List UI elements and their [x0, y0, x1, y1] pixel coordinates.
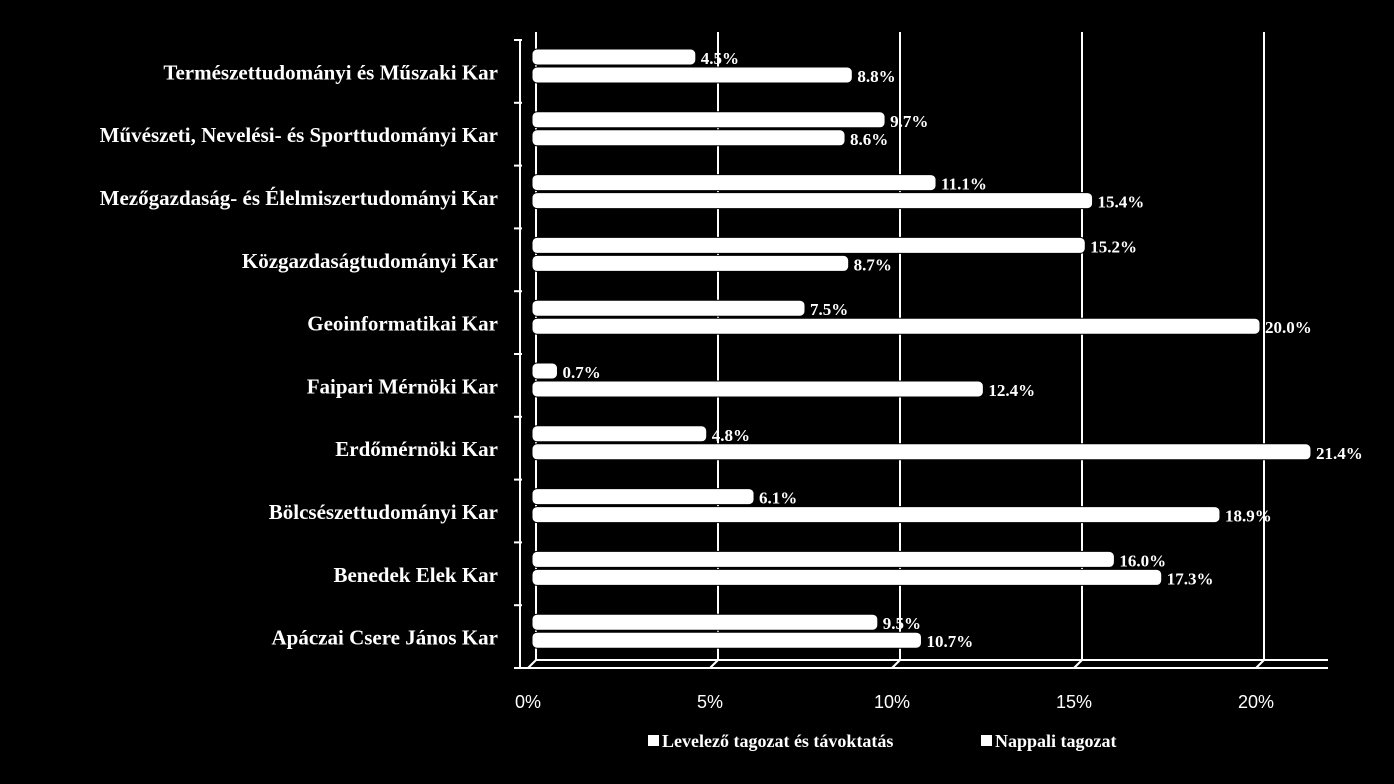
category-label: Művészeti, Nevelési- és Sporttudományi K…	[100, 123, 498, 147]
data-label: 8.8%	[857, 67, 895, 86]
bar-levelezo	[531, 550, 1115, 568]
bar-nappali	[531, 506, 1221, 524]
data-label: 0.7%	[562, 363, 600, 382]
floor-corner	[527, 659, 537, 669]
bars	[531, 48, 1312, 649]
bar-nappali	[531, 192, 1094, 210]
category-label: Közgazdaságtudományi Kar	[242, 249, 498, 273]
bar-nappali	[531, 380, 984, 398]
category-label: Benedek Elek Kar	[333, 563, 498, 587]
category-label: Faipari Mérnöki Kar	[307, 374, 498, 398]
data-label: 15.4%	[1098, 193, 1145, 212]
legend-entry: Nappali tagozat	[995, 731, 1117, 751]
data-label: 4.8%	[712, 426, 750, 445]
category-label: Apáczai Csere János Kar	[272, 626, 499, 650]
gridline-foot-5	[709, 659, 719, 669]
legend: Levelező tagozat és távoktatás Nappali ta…	[648, 731, 1117, 751]
data-label: 21.4%	[1316, 444, 1363, 463]
bar-levelezo	[531, 488, 755, 506]
bar-nappali	[531, 631, 922, 649]
bar-levelezo	[531, 425, 708, 443]
x-tick-label: 0%	[515, 692, 541, 712]
bar-levelezo	[531, 174, 937, 192]
bar-nappali	[531, 443, 1312, 461]
category-labels: Természettudományi és Műszaki Kar Művésze…	[100, 60, 498, 649]
gridline-foot-15	[1073, 659, 1083, 669]
data-label: 9.7%	[890, 112, 928, 131]
gridline-foot-10	[891, 659, 901, 669]
x-tick-label: 10%	[874, 692, 910, 712]
bar-nappali	[531, 254, 850, 272]
data-label: 15.2%	[1090, 237, 1137, 256]
data-label: 12.4%	[988, 381, 1035, 400]
bar-nappali	[531, 568, 1163, 586]
bar-levelezo	[531, 299, 806, 317]
data-label: 18.9%	[1225, 507, 1272, 526]
category-label: Erdőmérnöki Kar	[335, 437, 498, 461]
data-label: 16.0%	[1119, 551, 1166, 570]
bar-nappali	[531, 317, 1261, 335]
bar-levelezo	[531, 362, 558, 380]
bar-levelezo	[531, 111, 886, 129]
data-label: 6.1%	[759, 489, 797, 508]
data-label: 17.3%	[1167, 569, 1214, 588]
legend-swatch	[981, 735, 992, 746]
data-label: 7.5%	[810, 300, 848, 319]
bar-levelezo	[531, 613, 879, 631]
data-labels: 4.5% 8.8% 9.7%8.6% 11.1% 15.4% 15.2% 8.7% 7.5% 2…	[562, 49, 1362, 651]
data-label: 10.7%	[926, 632, 973, 651]
data-label: 20.0%	[1265, 318, 1312, 337]
category-label: Bölcsészettudományi Kar	[269, 500, 498, 524]
bar-nappali	[531, 129, 846, 147]
data-label: 11.1%	[941, 175, 987, 194]
data-label: 8.7%	[854, 255, 892, 274]
x-tick-label: 5%	[697, 692, 723, 712]
category-label: Természettudományi és Műszaki Kar	[163, 60, 498, 84]
category-label: Mezőgazdaság- és Élelmiszertudományi Kar	[100, 186, 498, 210]
legend-swatch	[648, 735, 659, 746]
data-label: 9.5%	[883, 614, 921, 633]
x-tick-label: 15%	[1056, 692, 1092, 712]
data-label: 4.5%	[701, 49, 739, 68]
data-label: 8.6%	[850, 130, 888, 149]
gridline-foot-20	[1255, 659, 1265, 669]
x-tick-labels: 0% 5% 10% 15% 20%	[515, 692, 1274, 712]
bar-nappali	[531, 66, 853, 84]
category-label: Geoinformatikai Kar	[307, 312, 498, 336]
x-tick-label: 20%	[1238, 692, 1274, 712]
legend-entry: Levelező tagozat és távoktatás	[662, 731, 893, 751]
bar-levelezo	[531, 236, 1086, 254]
bar-levelezo	[531, 48, 697, 66]
